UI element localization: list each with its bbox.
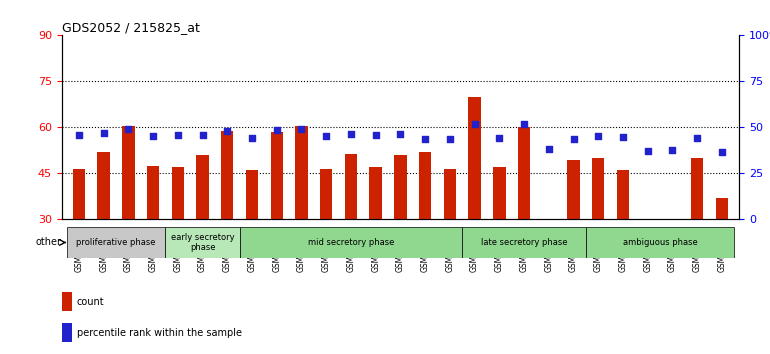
Bar xyxy=(98,152,110,219)
Bar xyxy=(567,160,580,219)
Bar xyxy=(468,97,480,219)
Point xyxy=(592,133,604,138)
Point xyxy=(122,126,135,132)
Bar xyxy=(462,227,586,258)
Bar xyxy=(246,170,258,219)
Point xyxy=(493,135,505,141)
Point xyxy=(345,131,357,137)
Bar xyxy=(518,127,531,219)
Bar xyxy=(62,292,72,311)
Bar xyxy=(493,167,505,219)
Bar xyxy=(666,219,678,225)
Point xyxy=(468,121,480,127)
Text: count: count xyxy=(76,297,104,307)
Point xyxy=(98,130,110,136)
Bar xyxy=(592,158,604,219)
Point xyxy=(394,131,407,137)
Point xyxy=(320,133,333,138)
Point xyxy=(147,133,159,138)
Bar xyxy=(419,152,431,219)
Text: other: other xyxy=(35,238,62,247)
Text: percentile rank within the sample: percentile rank within the sample xyxy=(76,328,242,338)
Bar xyxy=(586,227,735,258)
Point xyxy=(641,149,654,154)
Bar xyxy=(641,219,654,227)
Bar xyxy=(221,131,233,219)
Point xyxy=(666,148,678,153)
Point xyxy=(617,134,629,139)
Bar xyxy=(394,155,407,219)
Point xyxy=(196,132,209,138)
Bar xyxy=(147,166,159,219)
Bar xyxy=(270,132,283,219)
Bar xyxy=(122,126,135,219)
Bar xyxy=(320,169,333,219)
Bar xyxy=(715,198,728,219)
Bar xyxy=(72,169,85,219)
Point xyxy=(691,135,703,141)
Point xyxy=(567,137,580,142)
Point xyxy=(444,137,456,142)
Point xyxy=(246,135,258,141)
Bar xyxy=(296,126,308,219)
Bar xyxy=(166,227,239,258)
Text: early secretory
phase: early secretory phase xyxy=(171,233,234,252)
Point xyxy=(518,121,531,127)
Point xyxy=(543,146,555,152)
Bar xyxy=(196,155,209,219)
Bar xyxy=(239,227,462,258)
Point xyxy=(172,132,184,138)
Bar xyxy=(444,169,456,219)
Bar xyxy=(66,227,166,258)
Text: GDS2052 / 215825_at: GDS2052 / 215825_at xyxy=(62,21,199,34)
Point xyxy=(370,132,382,138)
Point xyxy=(270,127,283,133)
Text: mid secretory phase: mid secretory phase xyxy=(308,238,394,247)
Text: late secretory phase: late secretory phase xyxy=(480,238,567,247)
Point xyxy=(296,126,308,132)
Bar xyxy=(691,158,703,219)
Text: ambiguous phase: ambiguous phase xyxy=(623,238,698,247)
Point xyxy=(72,132,85,138)
Bar xyxy=(62,323,72,342)
Bar xyxy=(172,167,184,219)
Bar xyxy=(370,167,382,219)
Bar xyxy=(617,170,629,219)
Text: proliferative phase: proliferative phase xyxy=(76,238,156,247)
Bar xyxy=(345,154,357,219)
Point xyxy=(419,137,431,142)
Point xyxy=(221,128,233,134)
Point xyxy=(716,149,728,155)
